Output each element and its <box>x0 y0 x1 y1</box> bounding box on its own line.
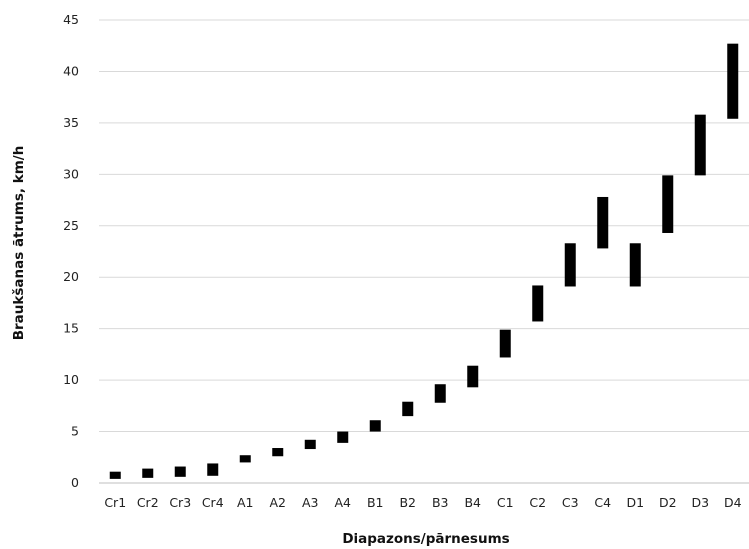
y-tick-label: 25 <box>63 218 79 233</box>
x-tick-label: D1 <box>626 495 644 510</box>
y-tick-label: 0 <box>71 475 79 490</box>
range-bar <box>304 439 316 450</box>
y-tick-label: 40 <box>63 63 79 78</box>
x-axis-title: Diapazons/pārnesums <box>342 531 509 547</box>
x-tick-label: B3 <box>432 495 449 510</box>
x-axis-tick-labels: Cr1 Cr2 Cr3 Cr4 A1 A2 A3 A4 B1 B2 B3 B4 C1 C2 C3 C4 D1 D2… <box>104 495 741 510</box>
range-bars <box>109 43 739 479</box>
y-tick-label: 30 <box>63 166 79 181</box>
x-tick-label: D2 <box>659 495 677 510</box>
range-bar <box>727 43 739 119</box>
range-bar <box>564 243 576 287</box>
x-tick-label: Cr3 <box>169 495 191 510</box>
range-bar <box>174 466 186 477</box>
x-tick-label: B1 <box>367 495 384 510</box>
y-tick-label: 5 <box>71 424 79 439</box>
x-tick-label: D3 <box>691 495 709 510</box>
x-tick-label: D4 <box>724 495 742 510</box>
x-tick-label: A4 <box>334 495 351 510</box>
x-tick-label: A2 <box>269 495 286 510</box>
x-tick-label: Cr2 <box>137 495 159 510</box>
gridlines <box>99 19 749 433</box>
y-axis-tick-labels: 0 5 10 15 20 25 30 35 40 45 <box>63 12 79 490</box>
y-tick-label: 20 <box>63 269 79 284</box>
range-bar <box>629 243 641 287</box>
range-bar <box>402 401 414 417</box>
range-bar <box>467 365 479 388</box>
y-tick-label: 35 <box>63 115 79 130</box>
range-bar <box>597 196 609 249</box>
range-bar <box>142 468 154 478</box>
range-bar <box>272 448 284 457</box>
range-bar <box>499 329 511 358</box>
y-axis-title: Braukšanas ātrums, km/h <box>11 146 27 341</box>
x-tick-label: C2 <box>529 495 546 510</box>
y-tick-label: 15 <box>63 321 79 336</box>
range-bar <box>239 455 251 463</box>
y-tick-label: 45 <box>63 12 79 27</box>
range-bar <box>369 420 381 432</box>
x-tick-label: Cr4 <box>202 495 224 510</box>
x-tick-label: C3 <box>562 495 579 510</box>
range-bar <box>532 285 544 322</box>
range-bar <box>662 175 674 233</box>
range-bar <box>694 114 706 176</box>
x-tick-label: C1 <box>497 495 514 510</box>
x-tick-label: C4 <box>594 495 611 510</box>
x-tick-label: B2 <box>399 495 416 510</box>
range-bar <box>434 384 446 403</box>
x-tick-label: A1 <box>237 495 254 510</box>
x-tick-label: Cr1 <box>104 495 126 510</box>
range-bar <box>207 463 219 476</box>
range-bar <box>109 471 121 479</box>
y-tick-label: 10 <box>63 372 79 387</box>
x-tick-label: B4 <box>464 495 481 510</box>
x-tick-label: A3 <box>302 495 319 510</box>
range-bar <box>337 431 349 443</box>
